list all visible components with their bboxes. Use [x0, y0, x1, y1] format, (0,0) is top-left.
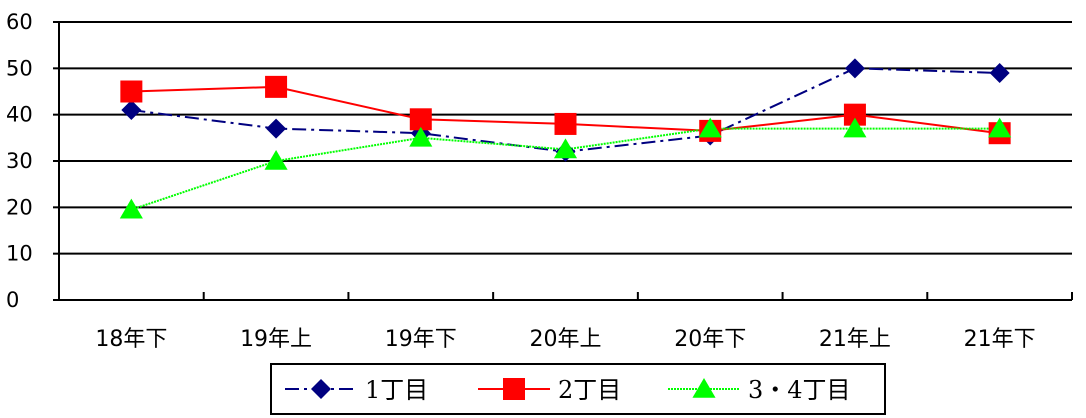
- legend-label: 1丁目: [365, 376, 428, 404]
- data-point-diamond: [989, 62, 1010, 83]
- x-tick-label: 21年上: [819, 327, 891, 352]
- legend-label: 2丁目: [558, 376, 621, 404]
- legend: 1丁目 2丁目 3・4丁目: [270, 363, 886, 415]
- x-tick-label: 20年下: [674, 327, 746, 352]
- y-tick-label: 10: [6, 242, 33, 266]
- data-point-square: [409, 108, 432, 131]
- data-point-triangle: [843, 117, 867, 138]
- series-markers: [119, 58, 1012, 219]
- data-point-triangle: [409, 126, 433, 147]
- data-point-square: [503, 378, 525, 400]
- data-point-square: [843, 103, 866, 126]
- data-point-diamond: [121, 100, 142, 121]
- data-point-diamond: [844, 58, 865, 79]
- data-point-triangle: [264, 150, 288, 170]
- data-point-square: [554, 112, 577, 135]
- data-point-triangle: [119, 198, 143, 219]
- data-point-triangle: [988, 117, 1012, 138]
- x-tick-label: 21年下: [964, 327, 1036, 352]
- legend-item-2: 2丁目: [478, 376, 621, 404]
- x-tick-label: 19年上: [240, 327, 312, 352]
- data-point-diamond: [311, 379, 331, 399]
- data-point-triangle: [698, 117, 722, 138]
- tick-labels: 0 10 20 30 40 50 60 18年下 19年上 19年下 20年上 20年下 21年上 21年…: [6, 10, 1036, 352]
- data-point-triangle: [692, 378, 716, 398]
- y-tick-label: 60: [6, 10, 33, 34]
- y-tick-label: 30: [6, 149, 33, 173]
- x-tick-label: 19年下: [385, 327, 457, 352]
- x-tick-label: 18年下: [95, 327, 167, 352]
- y-tick-label: 20: [6, 195, 33, 219]
- legend-item-1: 1丁目: [285, 376, 428, 404]
- data-point-square: [120, 80, 143, 103]
- y-tick-label: 40: [6, 103, 33, 127]
- legend-label: 3・4丁目: [748, 376, 851, 404]
- y-tick-label: 50: [6, 56, 33, 80]
- data-point-triangle: [553, 138, 578, 159]
- x-tick-label: 20年上: [530, 327, 602, 352]
- gridlines: [59, 21, 1072, 255]
- legend-item-3: 3・4丁目: [668, 376, 851, 404]
- y-tick-label: 0: [6, 288, 19, 312]
- legend-box: [270, 363, 886, 415]
- data-point-diamond: [266, 118, 287, 139]
- axes: [53, 21, 1073, 301]
- data-point-square: [265, 75, 288, 98]
